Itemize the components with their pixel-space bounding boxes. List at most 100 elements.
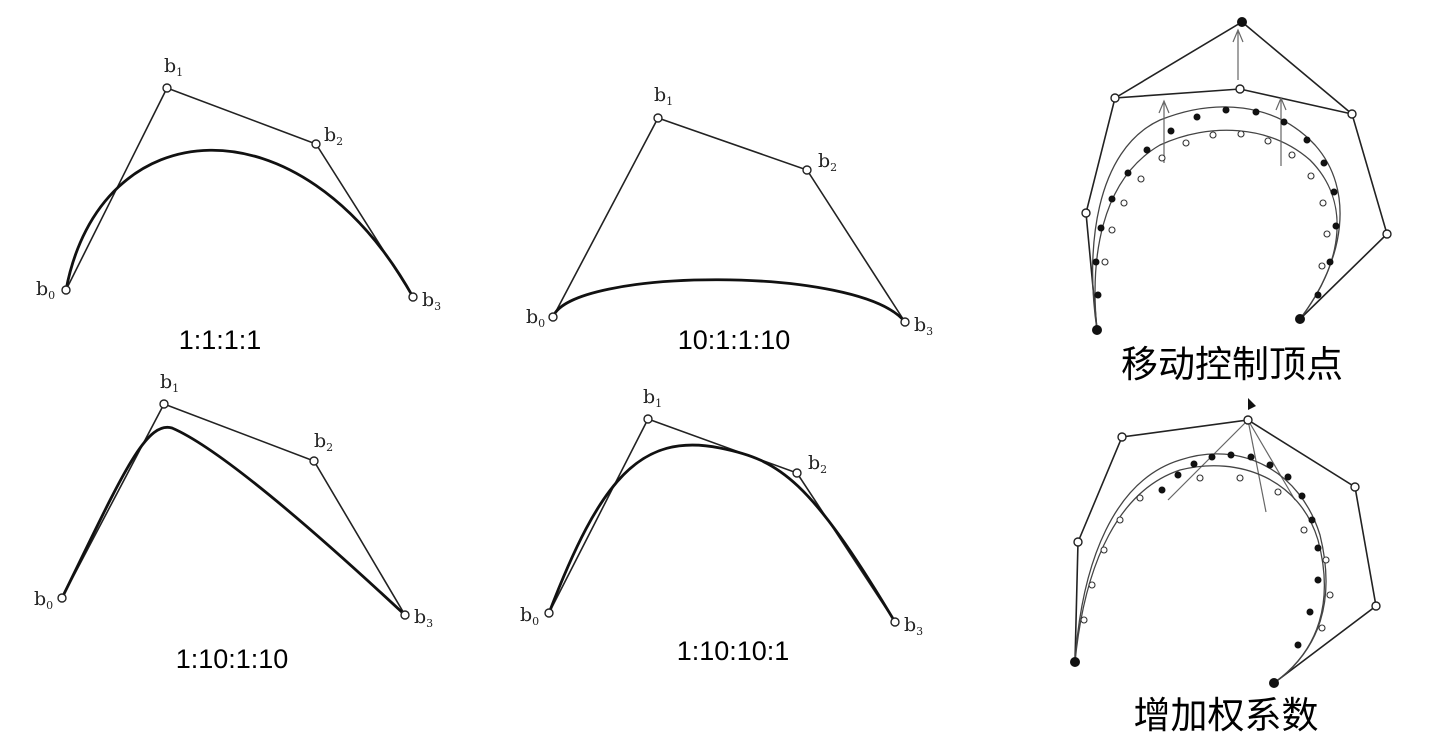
curve-point [1136, 494, 1144, 502]
control-polygon [552, 117, 906, 323]
weight-ratio-caption: 1:10:10:1 [677, 636, 790, 666]
weight-ratio-caption: 1:10:1:10 [176, 644, 289, 674]
moved-control-point [1237, 17, 1247, 27]
curve-point [1320, 159, 1328, 167]
control-point-b0 [61, 285, 71, 295]
curve-point [1158, 154, 1166, 162]
label-b0: b0 [34, 588, 53, 612]
curve-point [1288, 151, 1296, 159]
control-point [1235, 84, 1245, 94]
weight-spoke [1167, 419, 1249, 501]
curve-point [1326, 258, 1334, 266]
control-point [1347, 109, 1357, 119]
curve-point [1247, 453, 1255, 461]
curve-point [1303, 136, 1311, 144]
curve-point [1101, 258, 1109, 266]
curve-point [1158, 486, 1166, 494]
control-point-b1 [159, 399, 169, 409]
panel-heavy-endpoints: b0 b1 b2 b3 10:1:1:10 [526, 84, 933, 355]
weighted-control-point [1243, 415, 1253, 425]
control-point-b1 [643, 414, 653, 424]
control-polygon [65, 86, 414, 298]
curve-point [1237, 130, 1245, 138]
curve-point [1167, 127, 1175, 135]
curve-point [1222, 106, 1230, 114]
curve-point [1284, 473, 1292, 481]
curve-point [1236, 474, 1244, 482]
control-point-b3 [890, 617, 900, 627]
moved-curve [1091, 106, 1341, 331]
up-arrow [1275, 96, 1287, 166]
control-point [1371, 601, 1381, 611]
control-point-b3 [900, 317, 910, 327]
increase-weight-caption: 增加权系数 [1134, 694, 1319, 737]
curve-point [1108, 226, 1116, 234]
panel-increase-weight: 增加权系数 [1070, 398, 1381, 737]
curve-point [1097, 224, 1105, 232]
curve-point [1332, 222, 1340, 230]
control-point [1382, 229, 1392, 239]
curve-point [1323, 230, 1331, 238]
control-point [1350, 482, 1360, 492]
curve-point [1266, 461, 1274, 469]
weight-ratio-caption: 1:1:1:1 [179, 325, 262, 355]
control-polygon [548, 418, 896, 623]
curve-point [1137, 175, 1145, 183]
weight-spoke [1247, 419, 1296, 501]
control-point-b0 [544, 608, 554, 618]
weight-arrow-icon [1248, 398, 1256, 410]
curve-point [1314, 291, 1322, 299]
control-point-b2 [309, 456, 319, 466]
curve-point [1193, 113, 1201, 121]
control-point-b1 [653, 113, 663, 123]
curve-point [1100, 546, 1108, 554]
curve-point [1264, 137, 1272, 145]
curve-point [1143, 146, 1151, 154]
curve-point [1294, 641, 1302, 649]
panel-move-control-vertex: 移动控制顶点 [1081, 17, 1392, 386]
curve-point [1314, 576, 1322, 584]
label-b1: b1 [164, 55, 183, 79]
curve-point [1314, 544, 1322, 552]
curve-point [1330, 188, 1338, 196]
end-point [1092, 325, 1102, 335]
rational-bezier-curve [551, 278, 907, 323]
curve-point [1120, 199, 1128, 207]
label-b2: b2 [808, 452, 827, 476]
curve-point [1280, 118, 1288, 126]
label-b0: b0 [520, 604, 539, 628]
label-b1: b1 [643, 386, 662, 410]
label-b1: b1 [160, 371, 179, 395]
label-b3: b3 [914, 314, 933, 338]
curve-point [1209, 131, 1217, 139]
curve-point [1298, 492, 1306, 500]
control-point-b2 [311, 139, 321, 149]
curve-point [1108, 195, 1116, 203]
curve-point [1208, 453, 1216, 461]
curve-point [1124, 169, 1132, 177]
curve-point [1274, 488, 1282, 496]
curve-point [1190, 460, 1198, 468]
up-arrow [1232, 28, 1244, 80]
control-point-b3 [408, 292, 418, 302]
label-b3: b3 [422, 289, 441, 313]
curve-point [1174, 471, 1182, 479]
control-polygon [61, 403, 406, 616]
curve-point [1300, 526, 1308, 534]
rational-bezier-curve [60, 425, 406, 617]
control-point [1117, 432, 1127, 442]
moved-control-polygon [1114, 21, 1353, 115]
label-b2: b2 [314, 430, 333, 454]
curve-point [1182, 139, 1190, 147]
curve-point [1319, 199, 1327, 207]
curve-point [1307, 172, 1315, 180]
original-curve [1094, 129, 1338, 331]
curve-point [1116, 516, 1124, 524]
curve-point [1252, 108, 1260, 116]
curve-point [1318, 262, 1326, 270]
curve-point [1326, 591, 1334, 599]
control-point-b1 [162, 83, 172, 93]
label-b1: b1 [654, 84, 673, 108]
curve-sample-points [1092, 106, 1340, 299]
